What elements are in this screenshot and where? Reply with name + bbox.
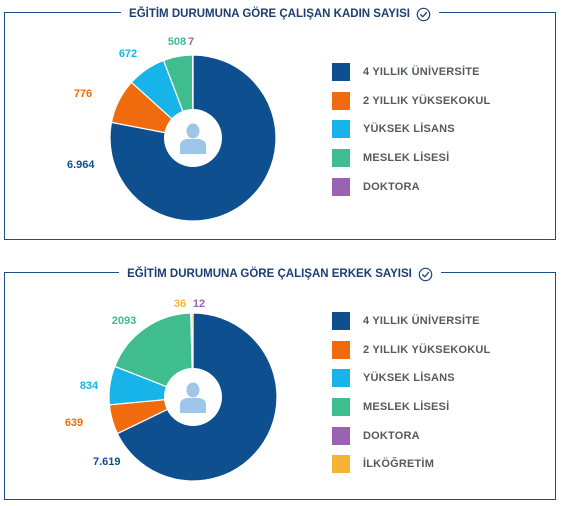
men-legend-item-4-yillik-universite: 4 YILLIK ÜNİVERSİTE (332, 307, 490, 336)
legend-swatch (332, 312, 350, 331)
legend-swatch (332, 63, 350, 82)
legend-label: DOKTORA (363, 429, 420, 442)
women-legend-item-4-yillik-universite: 4 YILLIK ÜNİVERSİTE (332, 58, 490, 87)
women-value-label-yuksek-lisans: 672 (119, 48, 137, 60)
legend-label: MESLEK LİSESİ (363, 401, 450, 414)
women-value-label-doktora: 7 (188, 36, 194, 48)
legend-label: 2 YILLIK YÜKSEKOKUL (363, 94, 491, 107)
legend-swatch (332, 91, 350, 110)
women-value-label-4-yillik-universite: 6.964 (67, 159, 95, 171)
women-slice-4-yillik-universite (109, 54, 277, 222)
legend-label: MESLEK LİSESİ (363, 152, 450, 165)
legend-label: 4 YILLIK ÜNİVERSİTE (363, 315, 480, 328)
women-chart-title-bar: EĞİTİM DURUMUNA GÖRE ÇALIŞAN KADIN SAYIS… (5, 4, 555, 23)
legend-swatch (332, 398, 350, 417)
legend-swatch (332, 340, 350, 359)
women-legend-item-2-yillik-yuksekokul: 2 YILLIK YÜKSEKOKUL (332, 87, 490, 116)
legend-label: İLKÖĞRETİM (363, 458, 435, 471)
legend-swatch (332, 177, 350, 196)
legend-label: 2 YILLIK YÜKSEKOKUL (363, 343, 491, 356)
men-legend-item-doktora: DOKTORA (332, 421, 490, 450)
women-chart-title: EĞİTİM DURUMUNA GÖRE ÇALIŞAN KADIN SAYIS… (129, 8, 410, 20)
legend-swatch (332, 455, 350, 474)
men-value-label-meslek-lisesi: 2093 (112, 315, 136, 327)
person-icon (180, 123, 206, 154)
person-icon (180, 382, 206, 413)
men-legend-item-meslek-lisesi: MESLEK LİSESİ (332, 393, 490, 422)
men-chart-title-bar: EĞİTİM DURUMUNA GÖRE ÇALIŞAN ERKEK SAYIS… (5, 264, 555, 283)
men-chart-panel: EĞİTİM DURUMUNA GÖRE ÇALIŞAN ERKEK SAYIS… (4, 265, 556, 500)
women-value-label-meslek-lisesi: 508 (168, 36, 186, 48)
men-chart-legend: 4 YILLIK ÜNİVERSİTE 2 YILLIK YÜKSEKOKUL YÜ… (332, 307, 490, 479)
men-chart-title: EĞİTİM DURUMUNA GÖRE ÇALIŞAN ERKEK SAYIS… (127, 268, 412, 280)
men-value-label-ilkogretim: 36 (174, 298, 186, 310)
women-chart-panel: EĞİTİM DURUMUNA GÖRE ÇALIŞAN KADIN SAYIS… (4, 5, 556, 240)
men-value-label-4-yillik-universite: 7.619 (93, 456, 121, 468)
men-legend-item-ilkogretim: İLKÖĞRETİM (332, 450, 490, 479)
check-circle-icon (418, 267, 433, 281)
legend-label: YÜKSEK LİSANS (363, 123, 455, 136)
men-pie-chart: 7.619 639 834 2093 12 36 (65, 298, 278, 482)
men-value-label-doktora: 12 (193, 298, 205, 310)
women-legend-item-meslek-lisesi: MESLEK LİSESİ (332, 144, 490, 173)
legend-swatch (332, 149, 350, 168)
men-legend-item-2-yillik-yuksekokul: 2 YILLIK YÜKSEKOKUL (332, 336, 490, 365)
women-value-label-2-yillik-yuksekokul: 776 (74, 88, 92, 100)
men-legend-item-yuksek-lisans: YÜKSEK LİSANS (332, 364, 490, 393)
women-legend-item-doktora: DOKTORA (332, 172, 490, 201)
legend-swatch (332, 426, 350, 445)
men-value-label-yuksek-lisans: 834 (80, 380, 99, 392)
legend-swatch (332, 120, 350, 139)
check-circle-icon (416, 7, 431, 21)
legend-label: 4 YILLIK ÜNİVERSİTE (363, 66, 480, 79)
women-chart-legend: 4 YILLIK ÜNİVERSİTE 2 YILLIK YÜKSEKOKUL YÜ… (332, 58, 490, 201)
legend-swatch (332, 369, 350, 388)
women-pie-chart: 6.964 776 672 508 7 (67, 36, 277, 222)
men-value-label-2-yillik-yuksekokul: 639 (65, 417, 83, 429)
legend-label: YÜKSEK LİSANS (363, 372, 455, 385)
women-legend-item-yuksek-lisans: YÜKSEK LİSANS (332, 115, 490, 144)
legend-label: DOKTORA (363, 180, 420, 193)
